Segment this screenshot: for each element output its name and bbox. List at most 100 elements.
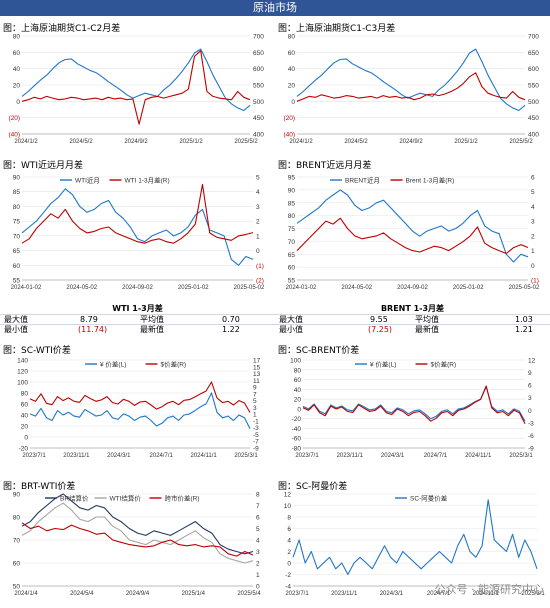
x-tick-label: 2023/11/1 [331, 591, 358, 597]
y-left-tick-label: 55 [13, 278, 21, 285]
y-left-tick-label: 40 [13, 66, 21, 73]
y-left-tick-label: 100 [290, 358, 301, 365]
y-right-tick-label: 7 [253, 391, 257, 398]
y-left-tick-label: 80 [13, 34, 21, 41]
stats-value-max: 8.79 [80, 315, 98, 324]
y-left-tick-label: -20 [19, 446, 29, 453]
stats-value-min: (11.74) [78, 325, 108, 334]
stats-label-min: 最小值 [279, 325, 303, 334]
stats-value-max: 9.55 [370, 315, 388, 324]
chart-title: 图：BRT-WTI价差 [3, 482, 76, 492]
y-left-tick-label: (20) [8, 115, 20, 122]
x-tick-label: 2024/1/2 [14, 139, 38, 145]
y-right-tick-label: 7 [256, 503, 260, 510]
y-right-tick-label: (1) [256, 263, 264, 270]
y-right-tick-label: 2 [531, 233, 535, 240]
series-line-1 [29, 392, 251, 430]
y-right-tick-label: 8 [256, 492, 260, 499]
chart-title: 图：WTI近远月月差 [3, 161, 84, 171]
y-right-tick-label: 12 [528, 358, 536, 365]
x-tick-label: 2024/3/1 [381, 453, 405, 459]
y-right-tick-label: 15 [253, 364, 261, 371]
y-right-tick-label: 5 [256, 175, 260, 182]
y-right-tick-label: -9 [528, 446, 534, 453]
y-left-tick-label: 70 [13, 538, 21, 545]
y-left-tick-label: 0 [24, 435, 28, 442]
y-right-tick-label: -6 [528, 433, 534, 440]
y-left-tick-label: 80 [13, 515, 21, 522]
x-tick-label: 2024/7/1 [424, 453, 448, 459]
chart-sc-c1c3: 806040200(20)(40)70065060055050045040020… [283, 34, 539, 146]
y-right-tick-label: -3 [528, 420, 534, 427]
y-right-tick-label: 17 [253, 358, 261, 365]
stats-value-avg: 1.03 [515, 315, 533, 324]
y-right-tick-label: 4 [256, 189, 260, 196]
x-tick-label: 2025/3/1 [521, 591, 545, 597]
y-left-tick-label: 60 [13, 50, 21, 57]
x-tick-label: 2025-05-02 [234, 285, 265, 291]
stats-label-max: 最大值 [279, 315, 303, 324]
y-left-tick-label: 60 [21, 402, 29, 409]
y-left-tick-label: 60 [13, 263, 21, 270]
chart-brent-spread-panel: 图：BRENT近远月月差 95 90 85 80 75 70 65 60 55 6 5 4 3 2 1 0 (1… [275, 155, 550, 303]
page-title: 原油市场 [0, 0, 550, 16]
y-right-tick-label: 3 [531, 219, 535, 226]
y-right-tick-label: 5 [256, 526, 260, 533]
x-tick-label: 2025-05-02 [509, 285, 540, 291]
stats-label-avg: 平均值 [415, 315, 439, 324]
y-left-tick-label: 60 [288, 50, 296, 57]
x-tick-label: 2025/3/1 [509, 453, 533, 459]
y-right-tick-label: 6 [256, 515, 260, 522]
series-line-1 [21, 48, 251, 112]
x-tick-label: 2025-01-02 [178, 285, 209, 291]
series-line-1 [21, 493, 254, 555]
y-right-tick-label: 5 [253, 398, 257, 405]
series-line-2 [296, 72, 526, 102]
stats-title: WTI 1-3月差 [112, 304, 163, 313]
y-left-tick-label: 12 [284, 492, 292, 499]
stats-label-max: 最大值 [4, 315, 28, 324]
y-right-tick-label: 550 [528, 83, 539, 90]
y-left-tick-label: 20 [21, 424, 29, 431]
y-right-tick-label: 650 [528, 50, 539, 57]
y-left-tick-label: 70 [288, 239, 296, 246]
y-right-tick-label: 9 [253, 385, 257, 392]
x-tick-label: 2025/5/2 [509, 139, 533, 145]
y-left-tick-label: 140 [17, 358, 28, 365]
x-tick-label: 2025/3/1 [234, 453, 258, 459]
y-left-tick-label: 90 [288, 187, 296, 194]
x-tick-label: 2023/7/1 [295, 453, 319, 459]
y-left-tick-label: (40) [283, 132, 295, 139]
x-tick-label: 2024/9/2 [399, 139, 423, 145]
y-left-tick-label: -60 [292, 436, 302, 443]
chart-sc-c1c2: 806040200(20)(40)70065060055050045040020… [8, 34, 264, 146]
series-line-2 [296, 217, 529, 255]
stats-row: 最大值 8.79 平均值 0.70 [0, 314, 275, 325]
y-left-tick-label: 0 [297, 406, 301, 413]
stats-row: 最大值 9.55 平均值 1.03 [275, 314, 550, 325]
legend-label: ¥ 价差(L) [370, 360, 396, 369]
y-right-tick-label: 650 [253, 50, 264, 57]
chart-brt-wti-panel: 图：BRT-WTI价差 90 80 70 60 50 8 7 6 5 4 3 2 1 0 2024/1/4 2… [0, 476, 275, 603]
stats-label-avg: 平均值 [140, 315, 164, 324]
chart-sc-c1c2-panel: 图：上海原油期货C1-C2月差 80 60 40 20 0 (20) (40) 700 650 6… [0, 18, 275, 153]
chart-brt-wti: 90 80 70 60 50 8 7 6 5 4 3 2 1 0 2024/1/4 2024/5/4 2024/… [13, 492, 262, 598]
x-tick-label: 2024/5/2 [344, 139, 368, 145]
legend-label: WTI近月 [75, 176, 100, 185]
x-tick-label: 2024-01-02 [286, 285, 317, 291]
x-tick-label: 2023/11/1 [63, 453, 90, 459]
chart-sc-wti: 140 120 100 80 60 40 20 0 -20 1715131197531-1-3-5… [17, 358, 261, 460]
y-left-tick-label: 60 [13, 561, 21, 568]
x-tick-label: 2024-05-02 [341, 285, 372, 291]
x-tick-label: 2025/1/4 [182, 591, 206, 597]
x-tick-label: 2025-01-02 [453, 285, 484, 291]
y-right-tick-label: (1) [531, 278, 539, 285]
stats-label-latest: 最新值 [415, 325, 439, 334]
y-left-tick-label: 90 [13, 175, 21, 182]
legend-label: $价差(R) [431, 360, 457, 369]
y-right-tick-label: 6 [528, 383, 532, 390]
stats-label-min: 最小值 [4, 325, 28, 334]
wti-stats-table: WTI 1-3月差 最大值 8.79 平均值 0.70 最小值 (11.74) … [0, 303, 275, 335]
